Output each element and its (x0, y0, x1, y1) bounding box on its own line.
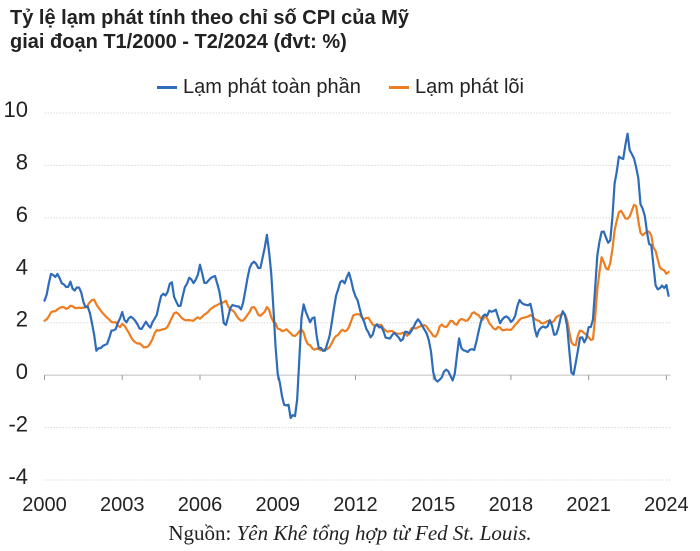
svg-text:2021: 2021 (566, 494, 611, 516)
svg-text:2024: 2024 (644, 494, 689, 516)
svg-text:2003: 2003 (100, 494, 145, 516)
svg-text:2018: 2018 (489, 494, 534, 516)
svg-text:2009: 2009 (255, 494, 300, 516)
svg-text:10: 10 (4, 97, 28, 122)
svg-text:-4: -4 (8, 464, 28, 489)
svg-text:2012: 2012 (333, 494, 378, 516)
svg-text:2000: 2000 (22, 494, 67, 516)
svg-text:4: 4 (16, 254, 28, 279)
svg-text:0: 0 (16, 359, 28, 384)
svg-text:6: 6 (16, 202, 28, 227)
svg-text:-2: -2 (8, 412, 28, 437)
svg-text:2: 2 (16, 307, 28, 332)
svg-text:2015: 2015 (411, 494, 456, 516)
svg-text:8: 8 (16, 149, 28, 174)
svg-text:2006: 2006 (178, 494, 223, 516)
